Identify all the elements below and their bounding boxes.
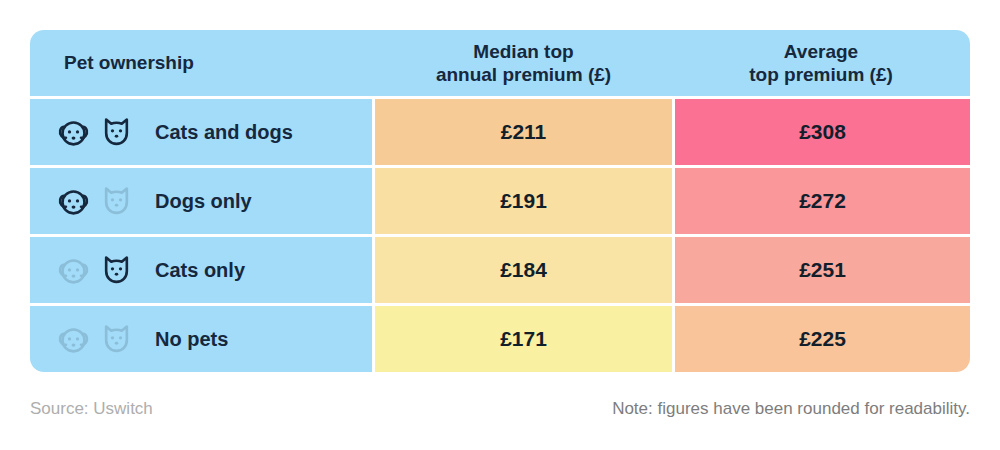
- footnote: Note: figures have been rounded for read…: [612, 399, 970, 419]
- column-header-average-premium: Average top premium (£): [672, 30, 970, 96]
- footer: Source: Uswitch Note: figures have been …: [30, 399, 970, 419]
- median-premium-value: £211: [375, 99, 672, 165]
- average-premium-value: £272: [675, 168, 970, 234]
- table-row: Cats and dogs £211 £308: [30, 99, 970, 165]
- column-header-median-premium: Median top annual premium (£): [375, 30, 672, 96]
- average-premium-value: £308: [675, 99, 970, 165]
- dog-icon: [55, 321, 92, 358]
- median-premium-value: £171: [375, 306, 672, 372]
- table-row: Cats only £184 £251: [30, 237, 970, 303]
- pet-premium-table: Pet ownership Median top annual premium …: [30, 30, 970, 372]
- average-premium-value: £225: [675, 306, 970, 372]
- row-header-cats-and-dogs: Cats and dogs: [30, 99, 372, 165]
- header-label: Pet ownership: [64, 51, 194, 74]
- row-label: Cats only: [155, 259, 245, 282]
- average-premium-value: £251: [675, 237, 970, 303]
- pet-insurance-infographic: Pet ownership Median top annual premium …: [0, 0, 1000, 450]
- cat-icon: [98, 114, 135, 151]
- dog-icon: [55, 252, 92, 289]
- cat-icon: [98, 252, 135, 289]
- dog-icon: [55, 183, 92, 220]
- table-header: Pet ownership Median top annual premium …: [30, 30, 970, 96]
- row-label: Dogs only: [155, 190, 252, 213]
- row-header-no-pets: No pets: [30, 306, 372, 372]
- table-row: No pets £171 £225: [30, 306, 970, 372]
- row-label: No pets: [155, 328, 228, 351]
- dog-icon: [55, 114, 92, 151]
- table-row: Dogs only £191 £272: [30, 168, 970, 234]
- row-header-dogs-only: Dogs only: [30, 168, 372, 234]
- median-premium-value: £184: [375, 237, 672, 303]
- cat-icon: [98, 183, 135, 220]
- source-credit: Source: Uswitch: [30, 399, 153, 419]
- row-header-cats-only: Cats only: [30, 237, 372, 303]
- column-header-pet-ownership: Pet ownership: [30, 30, 375, 96]
- median-premium-value: £191: [375, 168, 672, 234]
- row-label: Cats and dogs: [155, 121, 293, 144]
- cat-icon: [98, 321, 135, 358]
